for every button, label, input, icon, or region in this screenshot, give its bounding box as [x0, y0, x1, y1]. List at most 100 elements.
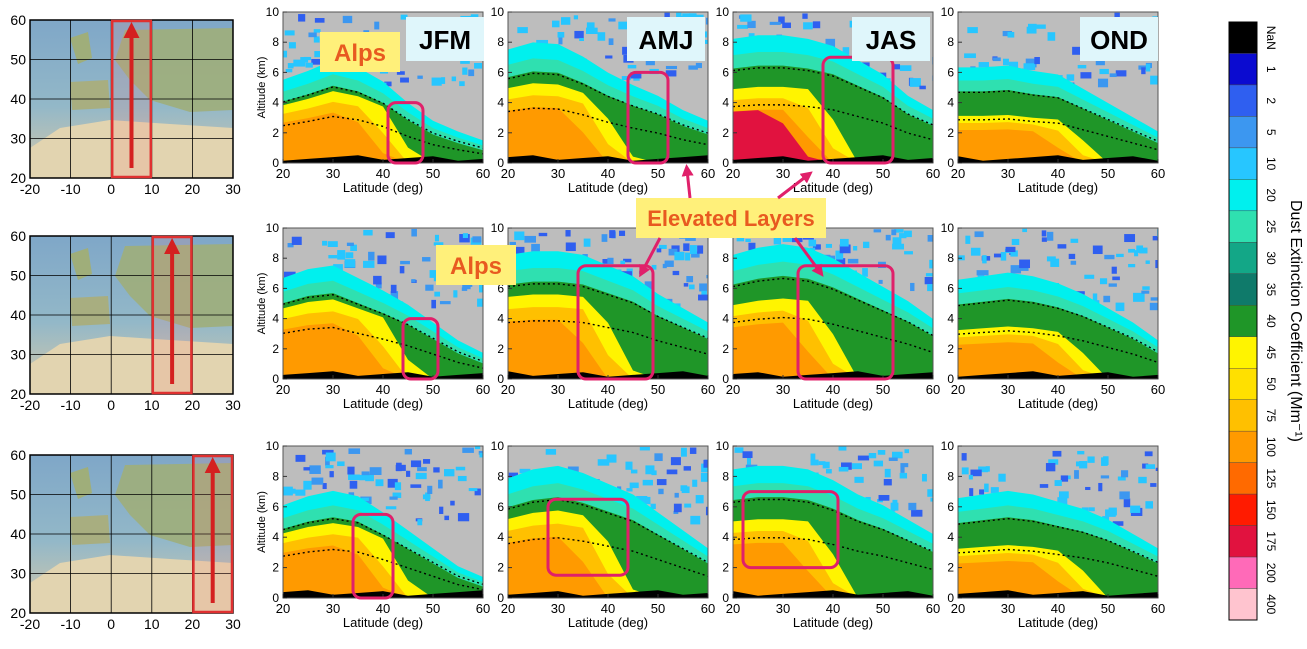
africa-land	[30, 336, 233, 394]
x-tick-label: 30	[776, 166, 790, 181]
elevated-layer-box	[546, 497, 630, 577]
x-tick-label: 20	[276, 382, 290, 397]
x-tick-label: 40	[601, 382, 615, 397]
colorbar-tick-label: 150	[1264, 500, 1278, 520]
sparse-pixel	[891, 64, 901, 70]
x-tick-label: 30	[1001, 382, 1015, 397]
sparse-pixel	[373, 275, 382, 285]
elevated-layer-arrow	[681, 164, 694, 199]
x-tick-label: 60	[1151, 166, 1165, 181]
y-tick-label: 2	[272, 342, 279, 356]
dotted-contour	[733, 104, 933, 141]
sparse-pixel	[982, 255, 987, 264]
x-tick-label: 20	[726, 166, 740, 181]
sparse-pixel	[1111, 266, 1117, 274]
sparse-pixel	[810, 453, 816, 462]
sparse-pixel	[1115, 70, 1127, 77]
sparse-pixel	[742, 451, 753, 459]
colorbar-tick-label: 5	[1264, 129, 1278, 136]
y-tick-label: 2	[722, 561, 729, 575]
sparse-pixel	[674, 251, 685, 261]
x-tick-label: 40	[376, 601, 390, 616]
y-tick-label: 2	[272, 126, 279, 140]
map-x-tick-label: 0	[107, 616, 115, 632]
sparse-pixel	[453, 290, 458, 298]
sparse-pixel	[839, 238, 849, 247]
sparse-pixel	[734, 447, 744, 453]
sparse-pixel	[361, 497, 369, 502]
colorbar-swatch	[1228, 556, 1258, 589]
colorbar-tick-label: 40	[1264, 314, 1278, 328]
sparse-pixel	[623, 258, 632, 263]
map-panel: -20 -10 0 10 20 30 20 30 40 50 60	[10, 228, 241, 413]
sparse-pixel	[658, 244, 667, 249]
sparse-pixel	[361, 471, 370, 476]
sparse-pixel	[924, 277, 933, 285]
sparse-pixel	[842, 47, 850, 55]
y-tick-label: 6	[947, 500, 954, 514]
colorbar-tick-label: 25	[1264, 220, 1278, 234]
sparse-pixel	[400, 77, 409, 83]
colorbar-tick-label: 2	[1264, 97, 1278, 104]
map-y-tick-label: 30	[10, 131, 26, 147]
curtain-panel: 20 30 40 50 60 0 2 4 6 8 10 Latitude (deg)	[941, 5, 1166, 195]
sparse-pixel	[900, 463, 909, 468]
colorbar-tick-label: 175	[1264, 531, 1278, 551]
sparse-pixel	[921, 473, 927, 482]
sparse-pixel	[390, 284, 397, 294]
sparse-pixel	[1145, 260, 1150, 264]
sparse-pixel	[642, 479, 653, 486]
y-tick-label: 10	[941, 5, 955, 19]
sparse-pixel	[377, 255, 387, 265]
sparse-pixel	[689, 447, 697, 454]
x-tick-label: 20	[501, 166, 515, 181]
sparse-pixel	[627, 64, 637, 69]
y-tick-label: 6	[497, 281, 504, 295]
y-tick-label: 2	[497, 342, 504, 356]
sparse-pixel	[1092, 293, 1098, 302]
sparse-pixel	[990, 487, 999, 494]
x-tick-label: 40	[826, 382, 840, 397]
sparse-pixel	[970, 469, 982, 477]
sparse-pixel	[812, 21, 821, 29]
y-tick-label: 0	[272, 156, 279, 170]
sparse-pixel	[919, 85, 926, 90]
sparse-pixel	[434, 291, 441, 297]
sparse-pixel	[890, 502, 899, 511]
x-axis-label: Latitude (deg)	[343, 396, 423, 411]
sparse-pixel	[517, 27, 528, 34]
x-tick-label: 50	[651, 166, 665, 181]
dotted-contour	[283, 548, 483, 591]
colorbar-tick-label: 100	[1264, 437, 1278, 457]
sparse-pixel	[1092, 245, 1103, 255]
sparse-pixel	[1142, 463, 1149, 469]
sparse-pixel	[1018, 266, 1029, 271]
sparse-pixel	[1039, 484, 1049, 488]
sparse-pixel	[705, 17, 708, 25]
sparse-pixel	[394, 482, 402, 491]
sparse-pixel	[808, 239, 817, 247]
sparse-pixel	[434, 234, 440, 242]
map-y-tick-label: 30	[10, 347, 26, 363]
british-isles	[70, 467, 92, 499]
x-tick-label: 50	[876, 382, 890, 397]
sparse-pixel	[689, 13, 697, 19]
sparse-pixel	[1115, 302, 1125, 312]
alps-label-box	[436, 245, 516, 285]
x-tick-label: 50	[1101, 601, 1115, 616]
colorbar-tick-label: 45	[1264, 346, 1278, 360]
sparse-pixel	[618, 21, 628, 30]
sparse-pixel	[284, 30, 295, 36]
sparse-pixel	[636, 495, 648, 504]
sparse-pixel	[639, 446, 650, 451]
sparse-pixel	[1101, 457, 1108, 466]
colorbar-swatch	[1228, 462, 1258, 495]
sparse-pixel	[748, 33, 755, 39]
sparse-pixel	[836, 258, 846, 268]
sparse-pixel	[1002, 30, 1012, 37]
y-tick-label: 8	[947, 251, 954, 265]
sparse-pixel	[295, 454, 306, 462]
sparse-pixel	[477, 298, 483, 307]
sparse-pixel	[565, 230, 571, 237]
